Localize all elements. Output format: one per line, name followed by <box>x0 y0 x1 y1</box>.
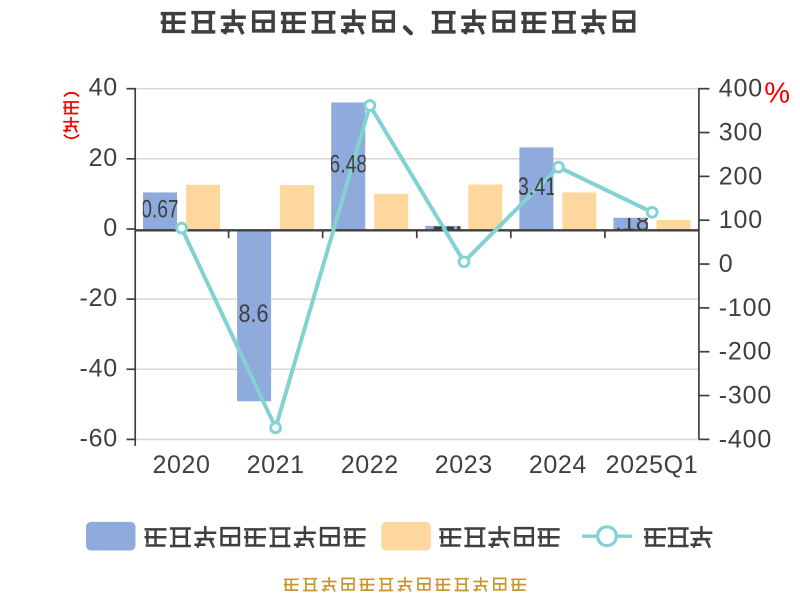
svg-text:300: 300 <box>719 119 763 147</box>
svg-text:0: 0 <box>103 214 118 242</box>
svg-text:-60: -60 <box>79 424 118 452</box>
svg-text:6.48: 6.48 <box>329 151 367 179</box>
svg-text:2024: 2024 <box>529 451 587 479</box>
svg-text:%: % <box>764 77 790 109</box>
svg-text:200: 200 <box>719 162 763 190</box>
svg-text:400: 400 <box>719 75 763 103</box>
svg-text:-20: -20 <box>79 284 118 312</box>
svg-text:40: 40 <box>89 74 118 102</box>
svg-text:0: 0 <box>719 250 734 278</box>
svg-text:20: 20 <box>89 144 118 172</box>
svg-text:-400: -400 <box>719 425 772 453</box>
svg-text:-100: -100 <box>719 294 772 322</box>
svg-text:-200: -200 <box>719 338 772 366</box>
svg-text:2023: 2023 <box>435 451 493 479</box>
svg-text:0.67: 0.67 <box>141 196 179 224</box>
svg-text:3.41: 3.41 <box>518 173 557 201</box>
svg-text:-300: -300 <box>719 382 772 410</box>
svg-text:100: 100 <box>719 206 763 234</box>
svg-text:-40: -40 <box>79 354 118 382</box>
svg-text:.18: .18 <box>615 209 650 237</box>
svg-text:2021: 2021 <box>247 451 305 479</box>
svg-text:8.6: 8.6 <box>239 300 269 328</box>
svg-text:2022: 2022 <box>341 451 399 479</box>
svg-text:2020: 2020 <box>153 451 211 479</box>
svg-text:2025Q1: 2025Q1 <box>606 451 699 479</box>
